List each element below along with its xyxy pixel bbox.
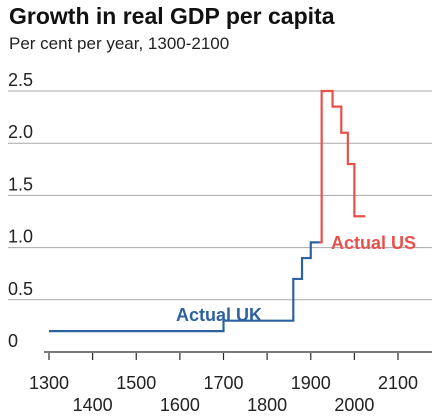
- x-tick-label: 1600: [160, 395, 200, 415]
- y-tick-label: 2.0: [8, 122, 33, 142]
- x-tick-label: 2100: [378, 373, 418, 393]
- x-tick-label: 1300: [29, 373, 69, 393]
- x-tick-label: 1500: [116, 373, 156, 393]
- series-line: [49, 241, 320, 333]
- x-tick-label: 2000: [334, 395, 374, 415]
- y-tick-label: 0: [8, 331, 18, 351]
- y-tick-label: 2.5: [8, 70, 33, 90]
- series-label: Actual US: [331, 233, 416, 253]
- series-line: [319, 89, 366, 244]
- x-tick-label: 1800: [247, 395, 287, 415]
- x-tick-label: 1700: [203, 373, 243, 393]
- y-tick-label: 1.5: [8, 174, 33, 194]
- chart-title: Growth in real GDP per capita: [9, 3, 335, 29]
- series-label: Actual UK: [176, 305, 262, 325]
- chart-subtitle: Per cent per year, 1300-2100: [9, 34, 230, 53]
- x-tick-label: 1900: [291, 373, 331, 393]
- x-tick-label: 1400: [73, 395, 113, 415]
- y-tick-label: 1.0: [8, 227, 33, 247]
- y-tick-label: 0.5: [8, 279, 33, 299]
